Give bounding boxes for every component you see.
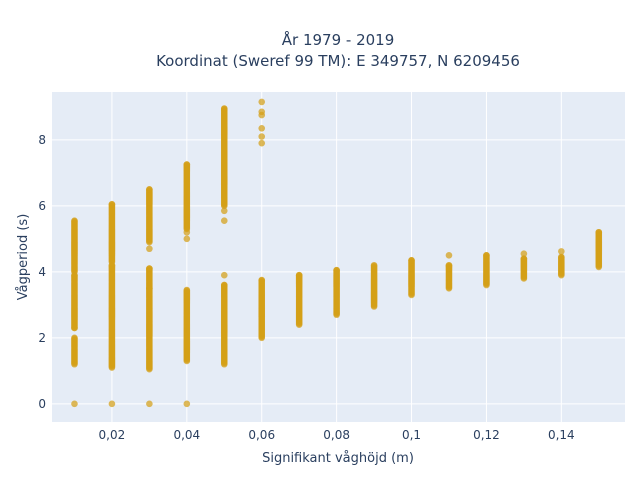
- data-point: [445, 252, 453, 259]
- plot-area: [52, 92, 625, 422]
- y-tick-label: 2: [38, 331, 46, 345]
- x-axis-ticks: 0,02 0,04 0,06 0,08 0,1 0,12 0,14: [99, 428, 575, 442]
- data-point: [558, 248, 565, 255]
- data-point: [71, 271, 78, 279]
- data-point: [220, 105, 228, 112]
- data-point: [408, 257, 415, 264]
- data-point: [108, 200, 116, 208]
- data-point: [183, 161, 191, 168]
- y-tick-label: 0: [38, 397, 46, 411]
- data-point: [258, 125, 266, 132]
- y-tick-label: 4: [38, 265, 46, 279]
- chart-title-line-2: Koordinat (Sweref 99 TM): E 349757, N 62…: [156, 52, 520, 70]
- data-point: [220, 281, 228, 289]
- data-point: [146, 186, 153, 193]
- data-point: [146, 245, 153, 253]
- data-point: [71, 217, 78, 224]
- data-point: [445, 261, 453, 269]
- data-point: [71, 334, 78, 342]
- data-point: [258, 276, 266, 284]
- y-axis-ticks: 0 2 4 6 8: [38, 133, 46, 411]
- data-point: [108, 261, 116, 269]
- x-tick-label: 0,08: [323, 428, 350, 442]
- data-point: [146, 265, 153, 272]
- data-point: [595, 228, 603, 236]
- y-tick-label: 8: [38, 133, 46, 147]
- x-tick-label: 0,02: [99, 428, 126, 442]
- data-point: [558, 253, 565, 261]
- data-point: [333, 266, 340, 274]
- data-point: [258, 139, 266, 147]
- data-point: [183, 235, 191, 243]
- x-tick-label: 0,04: [173, 428, 200, 442]
- data-point: [220, 207, 228, 215]
- data-point: [258, 133, 266, 140]
- data-point: [220, 217, 228, 224]
- data-point: [483, 252, 490, 259]
- data-point: [258, 98, 266, 106]
- data-point: [370, 261, 378, 269]
- x-tick-label: 0,1: [402, 428, 421, 442]
- data-point: [71, 324, 78, 332]
- data-point: [108, 400, 116, 408]
- x-tick-label: 0,06: [248, 428, 275, 442]
- data-point: [71, 400, 78, 408]
- data-point: [258, 111, 266, 119]
- data-point: [183, 228, 191, 236]
- data-point: [295, 271, 303, 279]
- y-tick-label: 6: [38, 199, 46, 213]
- data-point: [520, 250, 528, 257]
- x-axis-title: Signifikant våghöjd (m): [262, 451, 414, 466]
- data-point: [520, 255, 528, 262]
- data-point: [146, 285, 153, 292]
- chart-title-line-1: År 1979 - 2019: [282, 30, 395, 49]
- data-point: [146, 400, 153, 408]
- y-axis-title: Vågperiod (s): [16, 214, 31, 301]
- data-point: [183, 286, 191, 294]
- data-point: [183, 400, 191, 408]
- x-tick-label: 0,14: [548, 428, 575, 442]
- data-points: [71, 98, 603, 408]
- x-tick-label: 0,12: [473, 428, 500, 442]
- data-point: [220, 271, 228, 279]
